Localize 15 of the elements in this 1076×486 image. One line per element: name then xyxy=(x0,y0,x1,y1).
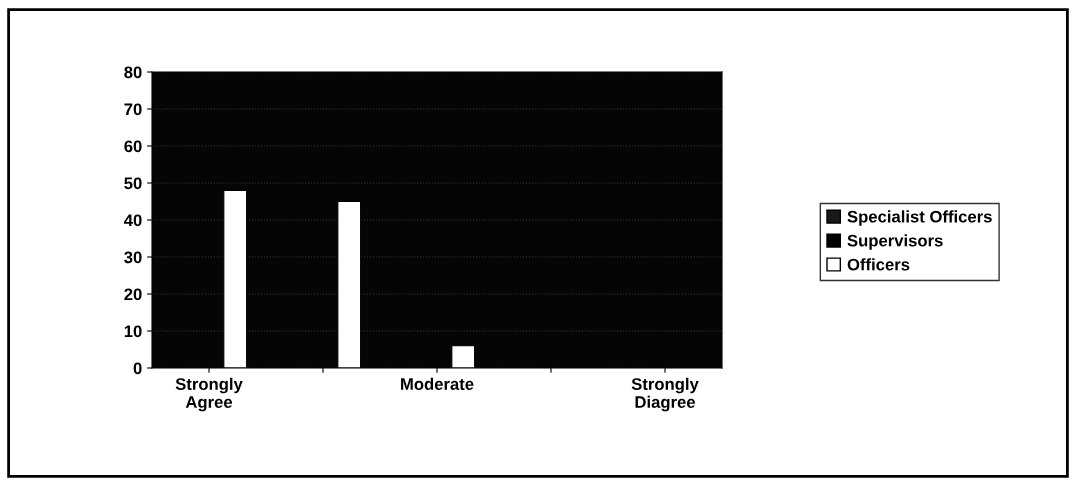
legend-label: Supervisors xyxy=(847,234,943,250)
y-tick-label: 10 xyxy=(124,325,142,338)
y-tick-label: 70 xyxy=(124,103,142,116)
y-tick-label: 20 xyxy=(124,288,142,301)
x-tick-label: Strongly Agree xyxy=(175,377,243,412)
y-tick-label: 50 xyxy=(124,177,142,190)
legend-label: Officers xyxy=(847,258,910,271)
x-tick-label: Moderate xyxy=(401,377,474,390)
y-tick-label: 80 xyxy=(124,66,142,79)
y-tick-label: 60 xyxy=(124,140,142,153)
legend-label: Specialist Officers xyxy=(847,210,992,226)
y-tick-label: 40 xyxy=(123,214,142,227)
y-tick-label: 0 xyxy=(133,362,142,375)
x-tick-label: Strongly Diagree xyxy=(631,377,699,412)
y-tick-label: 30 xyxy=(124,251,142,264)
